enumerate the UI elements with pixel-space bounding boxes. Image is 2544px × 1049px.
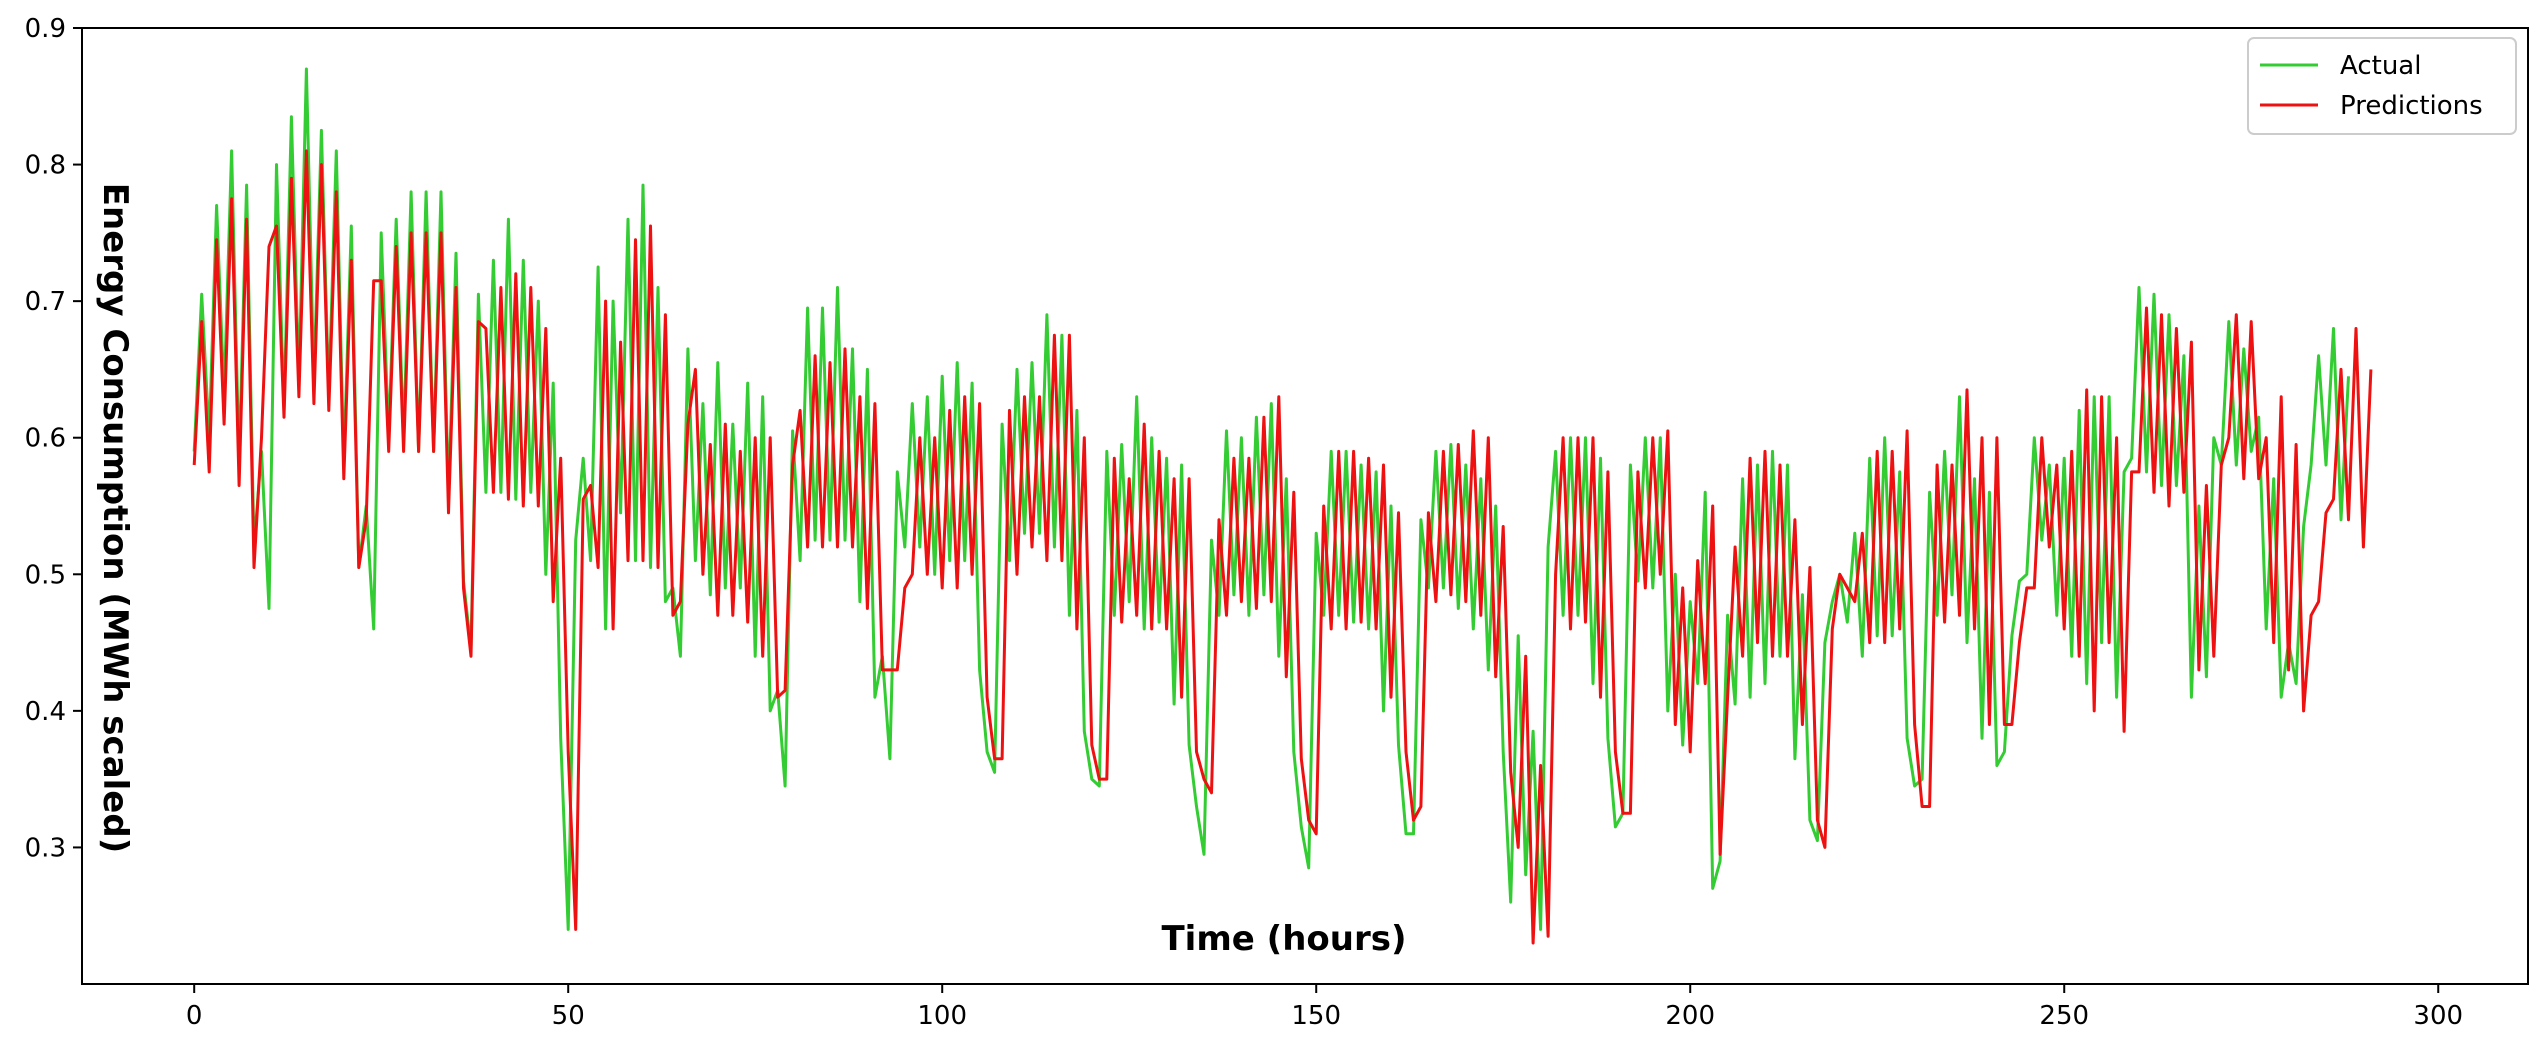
plot-area-frame bbox=[81, 27, 2529, 985]
legend-label-actual: Actual bbox=[2340, 51, 2421, 81]
x-tick-label: 150 bbox=[1291, 1001, 1341, 1031]
legend-label-predictions: Predictions bbox=[2340, 91, 2483, 121]
x-tick-label: 100 bbox=[917, 1001, 967, 1031]
y-tick-label: 0.7 bbox=[25, 287, 66, 317]
y-tick-label: 0.9 bbox=[25, 14, 66, 44]
legend: Actual Predictions bbox=[2247, 37, 2517, 135]
x-tick-label: 200 bbox=[1665, 1001, 1715, 1031]
x-axis-title: Time (hours) bbox=[1161, 919, 1406, 959]
series-layer bbox=[192, 67, 2373, 945]
y-tick-label: 0.8 bbox=[25, 151, 66, 181]
y-tick-label: 0.4 bbox=[25, 697, 66, 727]
x-tick-label: 300 bbox=[2413, 1001, 2463, 1031]
series-line-predictions bbox=[192, 149, 2373, 945]
x-tick-label: 50 bbox=[552, 1001, 585, 1031]
legend-box bbox=[2247, 37, 2517, 135]
x-axis: 0 50 100 150 200 250 300 bbox=[186, 984, 2463, 1031]
y-tick-label: 0.5 bbox=[25, 560, 66, 590]
y-axis: 0.3 0.4 0.5 0.6 0.7 0.8 0.9 bbox=[25, 14, 82, 863]
series-line-actual bbox=[192, 67, 2350, 931]
y-tick-label: 0.6 bbox=[25, 424, 66, 454]
y-axis-title: Energy Consumption (MWh scaled) bbox=[95, 183, 135, 853]
y-tick-label: 0.3 bbox=[25, 833, 66, 863]
x-tick-label: 250 bbox=[2039, 1001, 2089, 1031]
x-tick-label: 0 bbox=[186, 1001, 203, 1031]
